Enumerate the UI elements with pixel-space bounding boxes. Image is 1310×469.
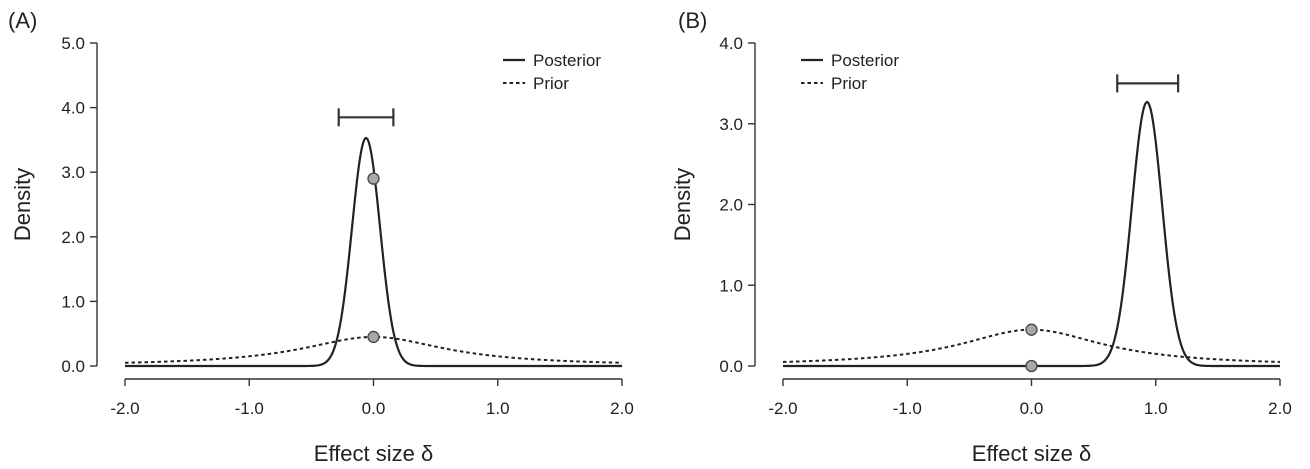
density-point — [1025, 323, 1038, 336]
panel-label: (A) — [8, 8, 37, 33]
y-tick-label: 2.0 — [719, 196, 743, 215]
legend-label-posterior: Posterior — [533, 51, 601, 70]
x-tick-label: 1.0 — [486, 399, 510, 418]
x-axis-title: Effect size δ — [314, 441, 433, 466]
x-tick-label: 1.0 — [1144, 399, 1168, 418]
y-tick-label: 0.0 — [719, 357, 743, 376]
x-axis-title: Effect size δ — [972, 441, 1091, 466]
y-tick-label: 3.0 — [719, 115, 743, 134]
x-tick-label: 2.0 — [1268, 399, 1292, 418]
y-axis-title: Density — [10, 168, 35, 241]
x-tick-label: 0.0 — [362, 399, 386, 418]
y-tick-label: 4.0 — [719, 34, 743, 53]
legend-label-prior: Prior — [831, 74, 867, 93]
y-tick-label: 1.0 — [719, 276, 743, 295]
x-tick-label: -1.0 — [893, 399, 922, 418]
density-point — [367, 172, 380, 185]
y-axis-title: Density — [670, 168, 695, 241]
x-tick-label: -1.0 — [235, 399, 264, 418]
y-tick-label: 3.0 — [61, 163, 85, 182]
y-tick-label: 0.0 — [61, 357, 85, 376]
panel-b: (B) 0.0 1.0 2.0 3.0 4.0 -2.0 -1.0 0.0 1.0 2.0 Effec… — [670, 8, 1292, 466]
x-tick-label: -2.0 — [768, 399, 797, 418]
y-tick-label: 1.0 — [61, 292, 85, 311]
x-tick-label: -2.0 — [110, 399, 139, 418]
panel-label: (B) — [678, 8, 707, 33]
legend-label-posterior: Posterior — [831, 51, 899, 70]
density-point — [367, 330, 380, 344]
panel-a: (A) 0.0 1.0 2.0 3.0 4.0 5.0 -2.0 -1.0 0.0 1.0 2.0 Ef… — [8, 8, 634, 466]
y-tick-label: 2.0 — [61, 228, 85, 247]
y-tick-label: 4.0 — [61, 99, 85, 118]
posterior-curve — [125, 136, 622, 368]
x-tick-label: 2.0 — [610, 399, 634, 418]
density-point — [1025, 359, 1038, 373]
x-tick-label: 0.0 — [1020, 399, 1044, 418]
legend-label-prior: Prior — [533, 74, 569, 93]
y-tick-label: 5.0 — [61, 34, 85, 53]
